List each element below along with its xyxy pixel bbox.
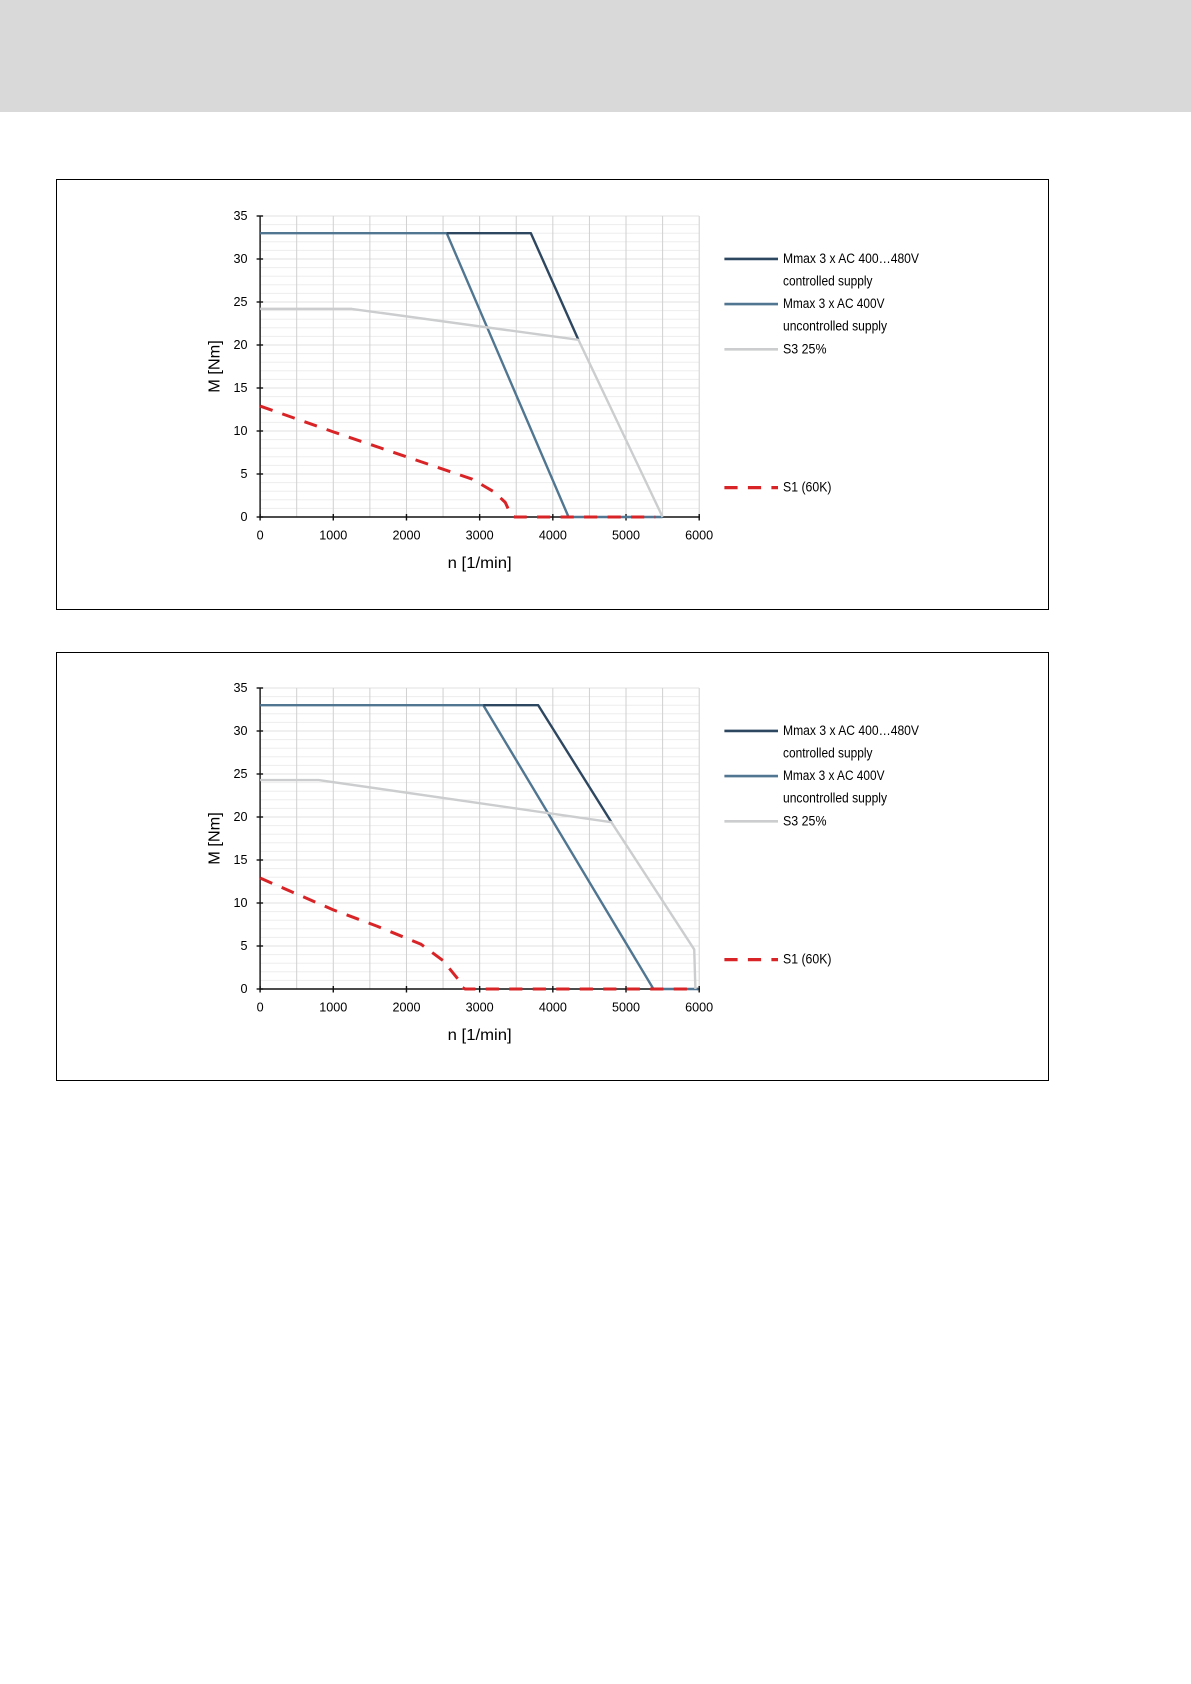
svg-text:uncontrolled supply: uncontrolled supply (783, 791, 888, 807)
svg-text:4000: 4000 (538, 1001, 566, 1015)
svg-text:Mmax 3 x AC 400V: Mmax 3 x AC 400V (783, 768, 885, 784)
svg-text:Mmax 3 x AC 400…480V: Mmax 3 x AC 400…480V (783, 723, 919, 739)
svg-text:1000: 1000 (319, 529, 347, 543)
svg-text:2000: 2000 (392, 1001, 420, 1015)
svg-text:Mmax 3 x AC 400V: Mmax 3 x AC 400V (783, 296, 885, 312)
svg-text:S3 25%: S3 25% (783, 341, 827, 357)
svg-text:10: 10 (233, 896, 247, 910)
svg-text:0: 0 (256, 529, 263, 543)
svg-text:n [1/min]: n [1/min] (447, 555, 511, 572)
svg-text:20: 20 (233, 810, 247, 824)
svg-text:5000: 5000 (611, 1001, 639, 1015)
svg-text:0: 0 (256, 1001, 263, 1015)
svg-text:6000: 6000 (685, 1001, 713, 1015)
svg-text:S3 25%: S3 25% (783, 814, 827, 830)
svg-text:2000: 2000 (392, 529, 420, 543)
svg-text:controlled supply: controlled supply (783, 274, 873, 290)
svg-text:5000: 5000 (611, 529, 639, 543)
svg-text:25: 25 (233, 295, 247, 309)
svg-text:4000: 4000 (538, 529, 566, 543)
svg-text:n [1/min]: n [1/min] (447, 1027, 511, 1044)
svg-text:3000: 3000 (465, 1001, 493, 1015)
svg-text:15: 15 (233, 853, 247, 867)
svg-text:10: 10 (233, 424, 247, 438)
svg-text:30: 30 (233, 252, 247, 266)
svg-text:5: 5 (240, 467, 247, 481)
svg-text:1000: 1000 (319, 1001, 347, 1015)
svg-text:M [Nm]: M [Nm] (206, 340, 223, 393)
svg-text:0: 0 (240, 982, 247, 996)
svg-text:35: 35 (233, 209, 247, 223)
svg-text:25: 25 (233, 767, 247, 781)
svg-text:3000: 3000 (465, 529, 493, 543)
svg-text:30: 30 (233, 724, 247, 738)
svg-text:controlled supply: controlled supply (783, 746, 873, 762)
svg-text:Mmax 3 x AC 400…480V: Mmax 3 x AC 400…480V (783, 251, 919, 267)
svg-text:5: 5 (240, 939, 247, 953)
svg-text:20: 20 (233, 338, 247, 352)
svg-text:0: 0 (240, 510, 247, 524)
svg-text:S1 (60K): S1 (60K) (783, 480, 832, 496)
svg-text:uncontrolled supply: uncontrolled supply (783, 319, 888, 335)
svg-text:35: 35 (233, 681, 247, 695)
svg-text:6000: 6000 (685, 529, 713, 543)
svg-text:S1 (60K): S1 (60K) (783, 952, 832, 968)
svg-text:M [Nm]: M [Nm] (206, 813, 223, 866)
svg-text:15: 15 (233, 381, 247, 395)
